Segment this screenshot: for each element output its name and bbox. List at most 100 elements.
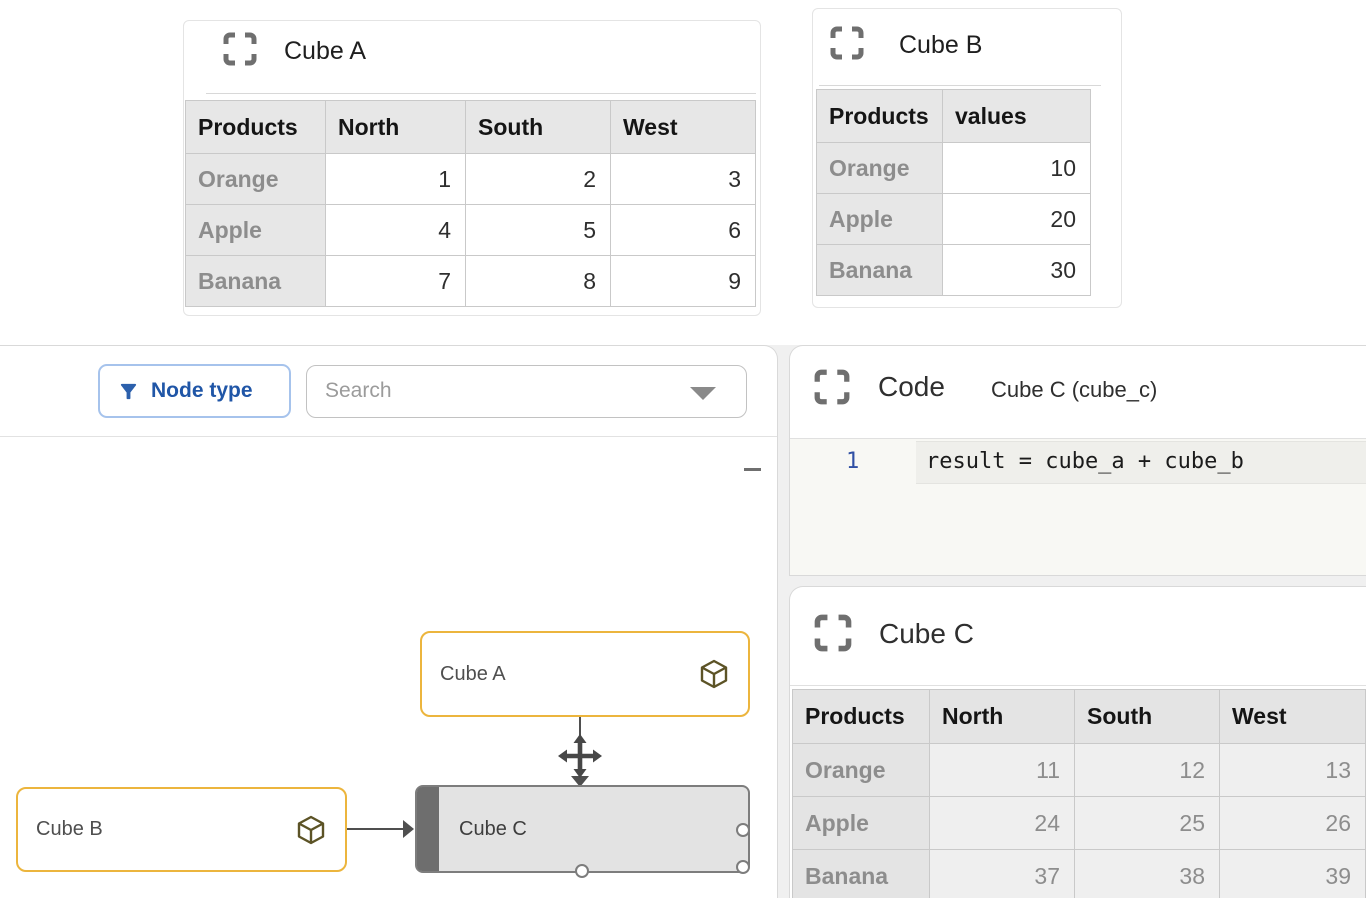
divider: [819, 85, 1101, 86]
search-combobox: [306, 365, 747, 418]
fullscreen-icon[interactable]: [222, 31, 258, 67]
cell-value: 4: [325, 204, 466, 256]
divider: [790, 685, 1366, 686]
graph-node-cube-b[interactable]: Cube B: [16, 787, 347, 872]
cube-c-panel-title: Cube C: [879, 618, 974, 649]
table-row: Apple 24 25 26: [792, 796, 1366, 850]
lower-workspace: Node type: [0, 345, 1366, 898]
column-header: West: [1219, 689, 1366, 744]
cube-b-tile: Cube B Products values Orange 10 Apple 20 Bana…: [812, 8, 1122, 308]
cell-value: 37: [929, 849, 1075, 898]
cell-value: 6: [610, 204, 756, 256]
cell-value: 3: [610, 153, 756, 205]
row-label: Orange: [185, 153, 326, 205]
cell-value: 30: [942, 244, 1091, 296]
cell-value: 25: [1074, 796, 1220, 850]
edge-arrowhead-icon: [403, 820, 414, 838]
node-type-filter-button[interactable]: Node type: [98, 364, 291, 418]
fullscreen-icon[interactable]: [829, 25, 865, 61]
table-row: Orange 10: [816, 142, 1091, 194]
tile-title: Cube B: [899, 31, 983, 59]
graph-node-cube-a[interactable]: Cube A: [420, 631, 750, 717]
table-row: Banana 37 38 39: [792, 849, 1366, 898]
code-panel-title: Code: [878, 371, 945, 402]
row-label: Banana: [816, 244, 943, 296]
column-header: South: [465, 100, 611, 154]
cell-value: 7: [325, 255, 466, 307]
cell-value: 12: [1074, 743, 1220, 797]
code-line[interactable]: result = cube_a + cube_b: [926, 449, 1244, 474]
row-label: Orange: [792, 743, 930, 797]
table-row: Apple 4 5 6: [185, 204, 756, 256]
node-label: Cube A: [440, 662, 506, 685]
cell-value: 24: [929, 796, 1075, 850]
cell-value: 1: [325, 153, 466, 205]
filter-icon: [120, 383, 137, 399]
table-row: Banana 7 8 9: [185, 255, 756, 307]
divider: [206, 93, 756, 94]
graph-canvas-panel: Node type: [0, 345, 778, 898]
row-label: Apple: [185, 204, 326, 256]
column-header: Products: [185, 100, 326, 154]
edge-arrowhead-icon: [571, 776, 589, 787]
toolbar-divider: [0, 436, 777, 437]
cell-value: 5: [465, 204, 611, 256]
column-header: North: [325, 100, 466, 154]
node-type-filter-label: Node type: [151, 379, 253, 402]
code-editor: 1 result = cube_a + cube_b: [790, 439, 1366, 575]
column-header: South: [1074, 689, 1220, 744]
row-label: Orange: [816, 142, 943, 194]
cube-c-table: Products North South West Orange 11 12 13 Apple 2…: [792, 689, 1366, 898]
cube-a-table: Products North South West Orange 1 2 3 Apple 4 5 6 B…: [185, 100, 756, 307]
column-header: values: [942, 89, 1091, 143]
cell-value: 20: [942, 193, 1091, 245]
node-label: Cube C: [459, 817, 527, 840]
cube-icon: [297, 815, 325, 844]
fullscreen-icon[interactable]: [813, 613, 853, 653]
collapse-handle[interactable]: [744, 468, 761, 471]
cell-value: 39: [1219, 849, 1366, 898]
dropdown-arrow-icon[interactable]: [690, 387, 716, 400]
table-row: Orange 1 2 3: [185, 153, 756, 205]
tile-title: Cube A: [284, 37, 367, 65]
cell-value: 9: [610, 255, 756, 307]
connection-port[interactable]: [736, 823, 750, 837]
table-row: Banana 30: [816, 244, 1091, 296]
edge-cube-b-to-cube-c: [347, 828, 404, 830]
node-selection-bar: [417, 787, 439, 871]
cube-c-panel: Cube C Products North South West Orange 11 12 1…: [789, 586, 1366, 898]
column-header: Products: [816, 89, 943, 143]
cell-value: 38: [1074, 849, 1220, 898]
table-row: Orange 11 12 13: [792, 743, 1366, 797]
connection-port[interactable]: [736, 860, 750, 874]
fullscreen-icon[interactable]: [813, 368, 851, 406]
column-header: North: [929, 689, 1075, 744]
node-label: Cube B: [36, 818, 103, 840]
cell-value: 11: [929, 743, 1075, 797]
line-number: 1: [846, 449, 860, 474]
cell-value: 13: [1219, 743, 1366, 797]
cell-value: 2: [465, 153, 611, 205]
row-label: Banana: [792, 849, 930, 898]
row-label: Apple: [816, 193, 943, 245]
cell-value: 26: [1219, 796, 1366, 850]
graph-node-cube-c[interactable]: Cube C: [415, 785, 750, 878]
row-label: Banana: [185, 255, 326, 307]
cell-value: 10: [942, 142, 1091, 194]
cube-a-tile: Cube A Products North South West Orange 1 2 3 Ap…: [183, 20, 761, 316]
code-panel-subtitle: Cube C (cube_c): [991, 377, 1158, 402]
column-header: West: [610, 100, 756, 154]
cell-value: 8: [465, 255, 611, 307]
active-line-highlight: [916, 441, 1366, 484]
table-row: Apple 20: [816, 193, 1091, 245]
column-header: Products: [792, 689, 930, 744]
move-icon[interactable]: [557, 733, 603, 784]
connection-port[interactable]: [575, 864, 589, 878]
search-input[interactable]: [311, 368, 671, 414]
code-panel: Code Cube C (cube_c) 1 result = cube_a +…: [789, 345, 1366, 576]
divider: [790, 438, 1366, 439]
row-label: Apple: [792, 796, 930, 850]
cube-b-table: Products values Orange 10 Apple 20 Banana 30: [816, 89, 1091, 296]
cube-icon: [700, 659, 728, 689]
